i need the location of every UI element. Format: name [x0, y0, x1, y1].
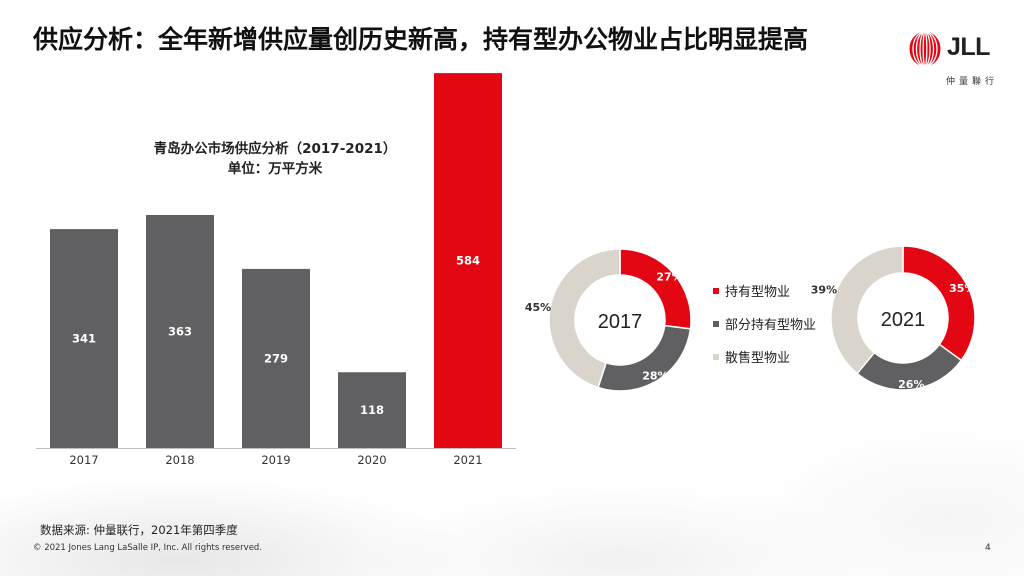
jll-logo-mark-icon: [909, 30, 941, 68]
logo-subtitle: 仲量聯行: [946, 77, 999, 87]
donut-2017-slice-2: [548, 248, 621, 389]
logo-brand: JLL: [947, 33, 990, 61]
donut-2017-value-label-0: 27%: [656, 270, 682, 283]
page-title: 供应分析：全年新增供应量创历史新高，持有型办公物业占比明显提高: [33, 25, 809, 54]
x-tick-label-2020: 2020: [357, 453, 386, 467]
legend-swatch-strata: [713, 353, 719, 360]
legend-swatch-held: [713, 287, 719, 294]
bar-2017: [50, 229, 118, 448]
donut-2021-value-label-2: 39%: [811, 284, 837, 297]
donut-2021-value-label-0: 35%: [949, 282, 975, 295]
x-tick-label-2017: 2017: [69, 453, 98, 467]
page-number: 4: [985, 543, 991, 553]
bar-2019: [242, 268, 310, 448]
bar-value-label-2017: 341: [72, 332, 96, 346]
bar-2021: [434, 73, 502, 448]
jll-logo: JLL 仲量聯行: [908, 30, 1000, 90]
bar-chart-title-block: 青岛办公市场供应分析（2017-2021） 单位：万平方米: [110, 139, 440, 179]
data-source: 数据来源: 仲量联行，2021年第四季度: [40, 523, 238, 537]
x-tick-label-2021: 2021: [453, 453, 482, 467]
legend-item-partly-held: 部分持有型物业: [713, 307, 816, 340]
donut-legend: 持有型物业 部分持有型物业 散售型物业: [713, 274, 816, 373]
legend-label-strata: 散售型物业: [725, 351, 791, 366]
bar-value-label-2021: 584: [456, 254, 480, 268]
bar-chart-subtitle: 单位：万平方米: [227, 161, 323, 177]
donut-2017-value-label-1: 28%: [642, 370, 668, 383]
bar-value-label-2020: 118: [360, 403, 384, 417]
donut-center-label-2017: 2017: [598, 311, 643, 333]
bar-2020: [338, 372, 406, 448]
donut-2021-slice-0: [902, 245, 976, 362]
legend-item-strata: 散售型物业: [713, 340, 816, 373]
x-tick-label-2019: 2019: [261, 453, 290, 467]
donut-2021-value-label-1: 26%: [898, 378, 924, 391]
bar-value-label-2019: 279: [264, 351, 288, 365]
legend-item-held: 持有型物业: [713, 274, 816, 307]
legend-swatch-partly-held: [713, 320, 719, 327]
donut-2017-value-label-2: 45%: [525, 301, 551, 314]
copyright: © 2021 Jones Lang LaSalle IP, Inc. All r…: [33, 543, 263, 553]
donut-center-label-2021: 2021: [881, 309, 926, 331]
bar-chart-title: 青岛办公市场供应分析（2017-2021）: [153, 141, 397, 157]
x-tick-label-2018: 2018: [165, 453, 194, 467]
bar-value-label-2018: 363: [168, 324, 192, 338]
legend-label-held: 持有型物业: [725, 285, 791, 300]
bar-2018: [146, 214, 214, 448]
legend-label-partly-held: 部分持有型物业: [725, 318, 817, 333]
donut-2021-slice-2: [830, 245, 904, 375]
